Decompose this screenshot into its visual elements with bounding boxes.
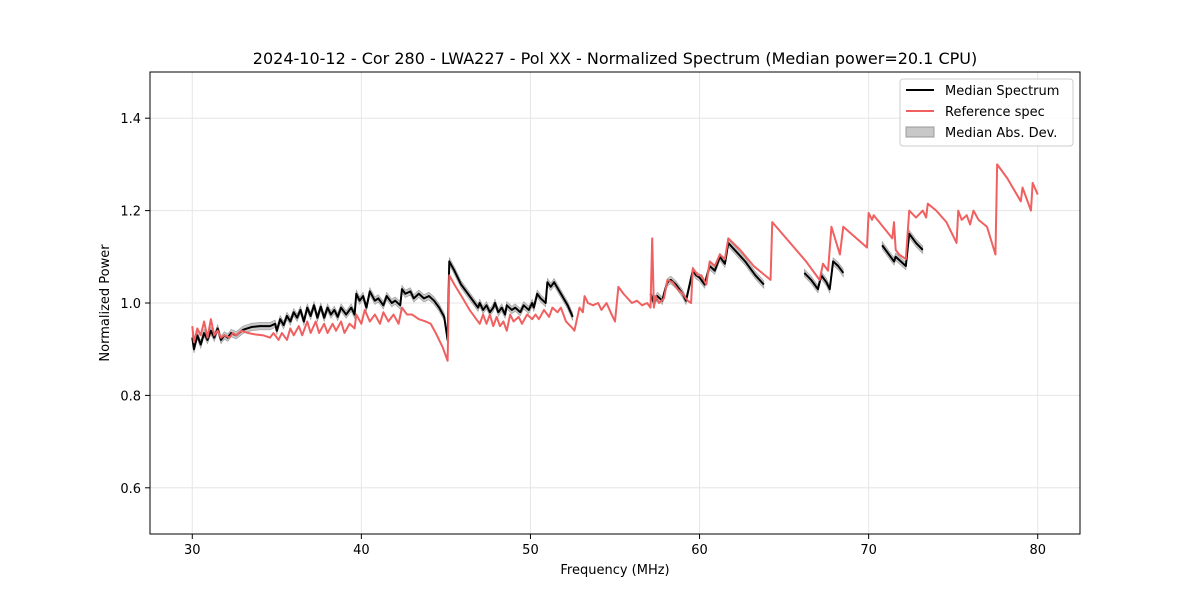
legend: Median Spectrum Reference spec Median Ab… xyxy=(899,78,1074,147)
y-tick-label: 1.2 xyxy=(120,205,141,220)
median-spectrum-line xyxy=(191,260,574,351)
legend-median-label: Median Spectrum xyxy=(945,84,1059,99)
x-axis-ticks: 30 40 50 60 70 80 xyxy=(184,534,1046,558)
y-tick-label: 0.6 xyxy=(120,482,141,497)
x-axis-label: Frequency (MHz) xyxy=(560,563,669,578)
reference-spectrum-line xyxy=(191,163,1039,362)
x-tick-label: 80 xyxy=(1029,543,1046,558)
legend-box xyxy=(899,78,1074,147)
legend-mad-label: Median Abs. Dev. xyxy=(945,126,1057,141)
y-tick-label: 1.0 xyxy=(120,297,141,312)
median-spectrum-line xyxy=(881,232,924,268)
x-tick-label: 30 xyxy=(184,543,201,558)
series-lines xyxy=(191,163,1039,362)
y-tick-label: 1.4 xyxy=(120,112,141,127)
legend-mad-swatch xyxy=(905,126,935,138)
x-tick-label: 60 xyxy=(691,543,708,558)
y-axis-ticks: 0.6 0.8 1.0 1.2 1.4 xyxy=(120,112,150,497)
median-spectrum-line xyxy=(803,260,845,291)
chart-title: 2024-10-12 - Cor 280 - LWA227 - Pol XX -… xyxy=(253,49,977,68)
legend-reference-label: Reference spec xyxy=(945,105,1045,120)
x-tick-label: 50 xyxy=(522,543,539,558)
x-tick-label: 70 xyxy=(860,543,877,558)
x-tick-label: 40 xyxy=(353,543,370,558)
y-tick-label: 0.8 xyxy=(120,389,141,404)
y-axis-label: Normalized Power xyxy=(98,244,113,362)
